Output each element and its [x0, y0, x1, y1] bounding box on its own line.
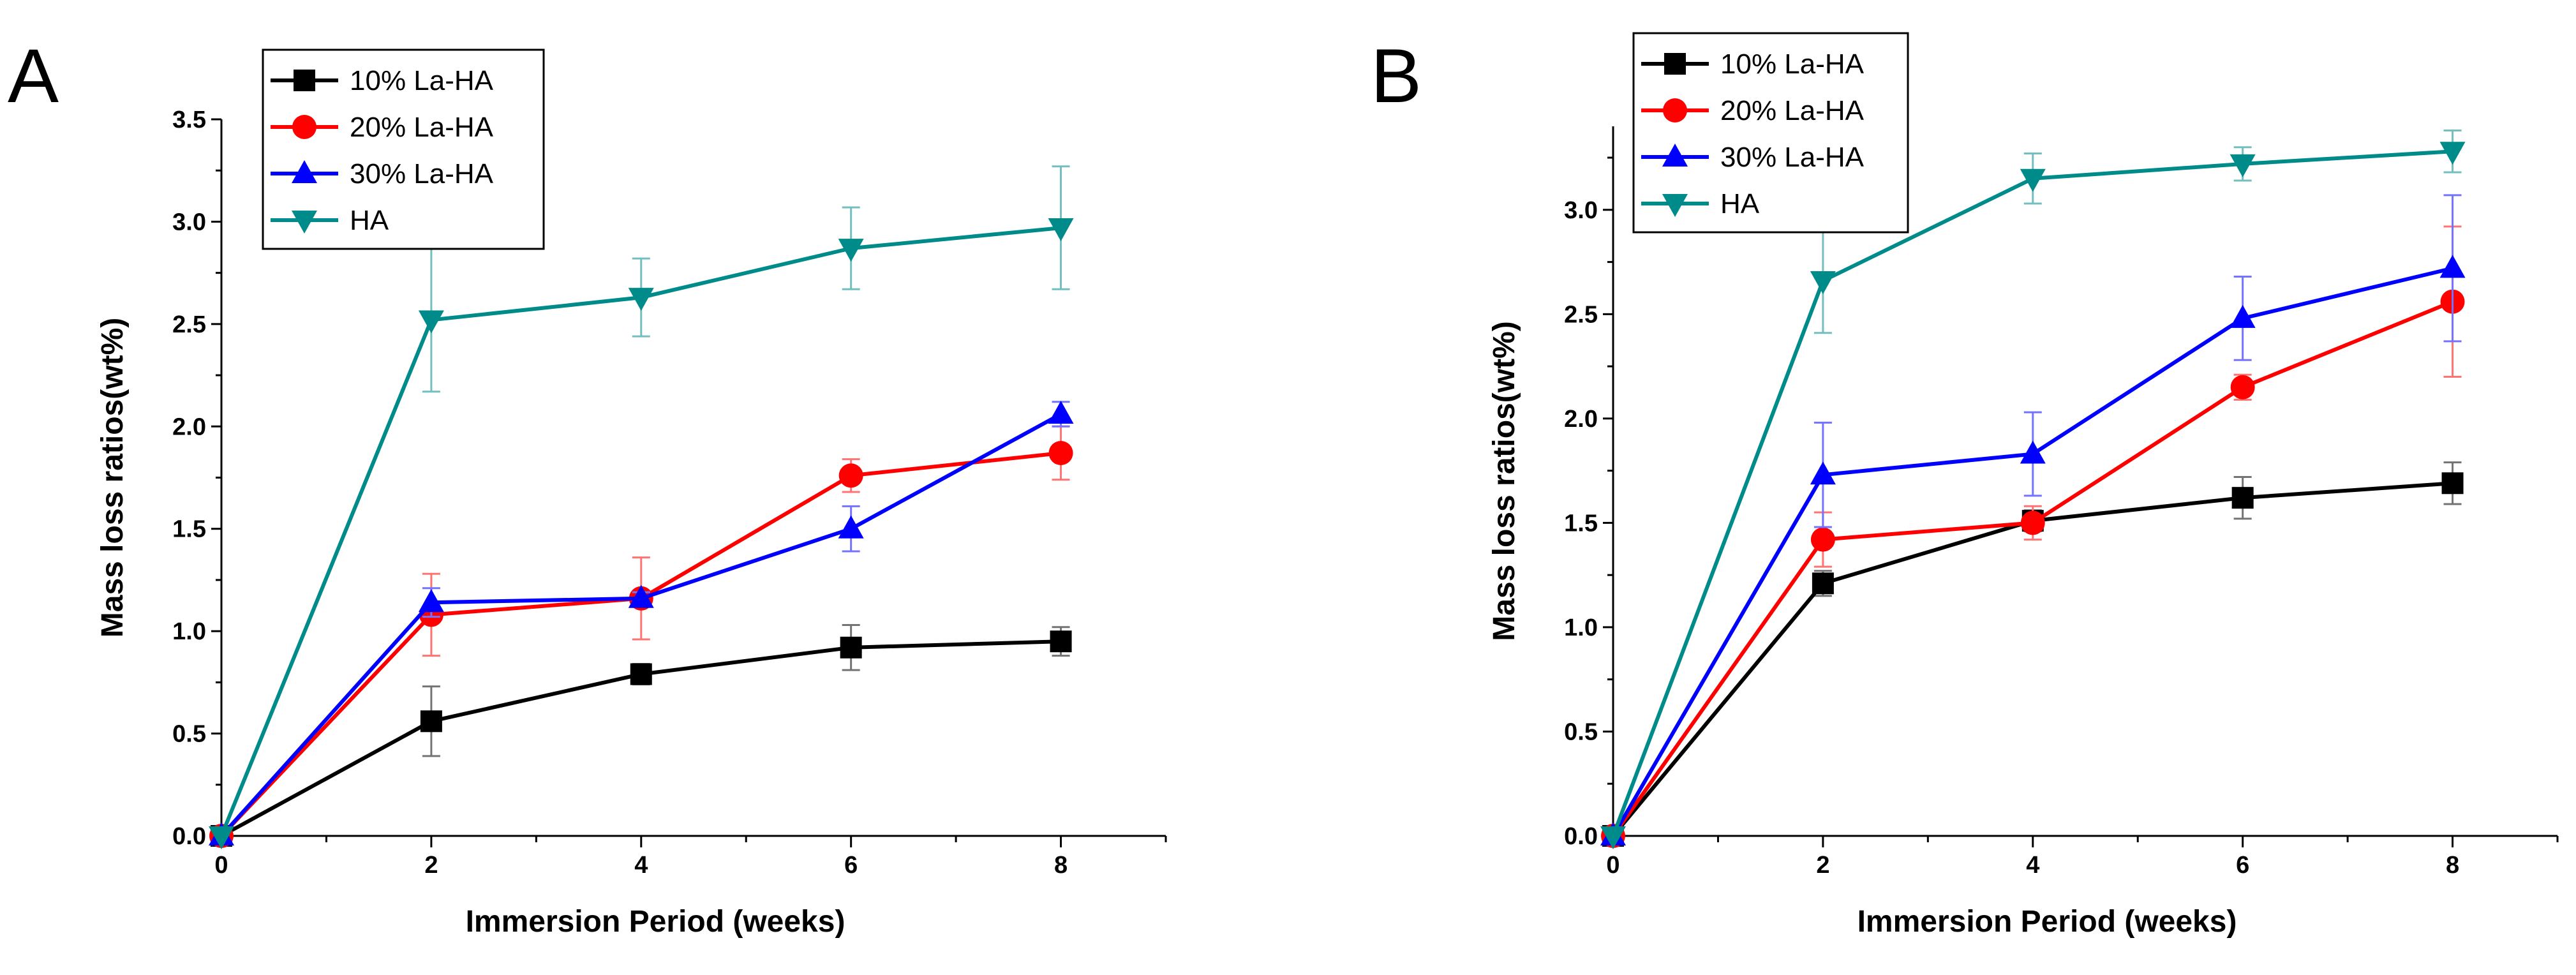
data-point: [628, 584, 654, 608]
x-tick-label: 2: [1816, 852, 1829, 879]
y-tick-label: 3.5: [172, 107, 206, 133]
data-point: [2020, 168, 2046, 192]
data-point: [1048, 218, 1074, 242]
y-axis-title: Mass loss ratios(wt%): [1487, 321, 1521, 641]
legend-marker: [1663, 98, 1687, 123]
data-point: [2441, 472, 2464, 495]
x-tick-label: 4: [634, 852, 648, 879]
x-axis-title: Immersion Period (weeks): [1858, 905, 2237, 939]
legend-marker: [292, 160, 317, 183]
x-tick-label: 0: [214, 852, 228, 879]
y-tick-label: 3.0: [1564, 197, 1598, 224]
y-tick-label: 1.0: [172, 618, 206, 645]
y-tick-label: 1.0: [1564, 614, 1598, 641]
y-tick-label: 2.5: [1564, 301, 1598, 328]
data-point: [1812, 572, 1834, 595]
data-point: [1600, 826, 1626, 849]
data-point: [840, 636, 862, 659]
legend-label: 30% La-HA: [1720, 142, 1865, 173]
data-point: [420, 710, 442, 733]
y-tick-label: 0.0: [172, 823, 206, 850]
legend-marker: [294, 70, 315, 91]
data-point: [630, 663, 652, 685]
x-tick-label: 4: [2026, 852, 2039, 879]
panel-label: A: [8, 33, 59, 119]
legend-marker: [1662, 144, 1688, 167]
x-tick-label: 8: [2446, 852, 2459, 879]
data-point: [2439, 255, 2466, 278]
legend-marker: [1662, 194, 1688, 217]
data-point: [628, 288, 654, 311]
data-point: [2230, 304, 2256, 328]
x-tick-label: 6: [2236, 852, 2249, 879]
y-tick-label: 2.0: [172, 413, 206, 440]
legend-label: 30% La-HA: [350, 158, 494, 190]
y-tick-label: 1.5: [1564, 510, 1598, 537]
legend-marker: [1664, 53, 1686, 75]
legend-marker: [292, 115, 316, 139]
panel-a: A 0 2 4 6 8 0.0 0.5 1.0 1.5 2.0 2.5 3.0 3.5 Immersion …: [8, 33, 1167, 939]
series-ha: [209, 165, 1074, 849]
legend-label: 20% La-HA: [1720, 95, 1865, 126]
data-point: [1810, 461, 1836, 485]
legend-label: 20% La-HA: [350, 112, 494, 143]
legend-label: 10% La-HA: [350, 65, 494, 96]
series-30-la-ha: [1600, 194, 2466, 845]
data-point: [2230, 154, 2256, 177]
data-point: [1810, 271, 1836, 295]
data-point: [838, 239, 864, 262]
series-20-la-ha: [209, 425, 1073, 848]
legend-label: HA: [1720, 188, 1760, 220]
series-20-la-ha: [1601, 225, 2465, 848]
legend: 10% La-HA 20% La-HA 30% La-HA HA: [262, 48, 545, 250]
legend: 10% La-HA 20% La-HA 30% La-HA HA: [1632, 32, 1909, 234]
y-tick-label: 0.0: [1564, 823, 1598, 850]
data-point: [2439, 142, 2466, 165]
x-tick-label: 0: [1606, 852, 1619, 879]
x-tick-label: 8: [1054, 852, 1068, 879]
series-30-la-ha: [209, 401, 1074, 845]
panel-b: B 0 2 4 6 8 0.0 0.5 1.0 1.5 2.0 2.5 3.0 Immersion Per…: [1371, 32, 2559, 939]
y-axis-title: Mass loss ratios(wt%): [96, 318, 130, 637]
legend-label: HA: [350, 205, 389, 236]
legend-marker: [292, 211, 317, 234]
y-tick-label: 0.5: [1564, 718, 1598, 745]
data-point: [2231, 487, 2254, 509]
data-point: [418, 589, 444, 613]
y-tick-label: 1.5: [172, 516, 206, 543]
data-point: [2020, 440, 2046, 464]
panel-label: B: [1371, 33, 1422, 119]
data-point: [2020, 510, 2045, 535]
x-tick-label: 2: [424, 852, 438, 879]
x-tick-label: 6: [844, 852, 858, 879]
y-tick-label: 2.5: [172, 311, 206, 338]
series-10-la-ha: [211, 624, 1072, 847]
y-tick-label: 3.0: [172, 209, 206, 235]
data-point: [1048, 401, 1074, 424]
x-axis-title: Immersion Period (weeks): [466, 905, 845, 939]
data-point: [1810, 527, 1835, 552]
data-point: [418, 310, 444, 334]
legend-label: 10% La-HA: [1720, 48, 1865, 80]
data-point: [2230, 375, 2255, 399]
data-point: [838, 463, 863, 488]
series-line: [1611, 299, 2453, 837]
data-point: [838, 515, 864, 539]
series-ha: [1600, 130, 2466, 849]
y-tick-label: 0.5: [172, 721, 206, 748]
data-point: [209, 826, 234, 849]
data-point: [1050, 630, 1072, 653]
y-tick-label: 2.0: [1564, 406, 1598, 433]
data-point: [1048, 440, 1073, 465]
